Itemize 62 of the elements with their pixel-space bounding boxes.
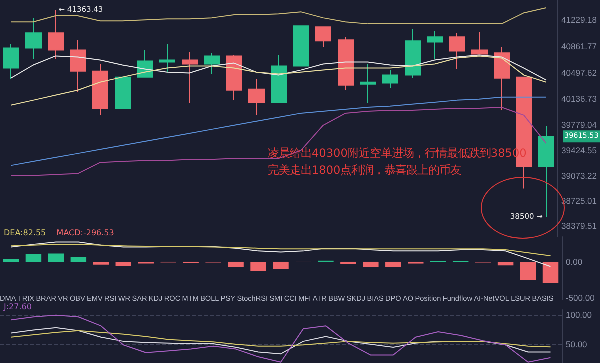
- y-tick-label: 39073.22: [562, 170, 598, 181]
- bar: [340, 262, 356, 265]
- y-tick-label: -500.00: [566, 292, 596, 303]
- line-series: [10, 314, 552, 363]
- bar: [70, 256, 87, 262]
- bar: [250, 262, 266, 271]
- y-tick-label: 100.00: [566, 310, 592, 320]
- y-tick-label: 40136.73: [562, 94, 598, 104]
- candlestick: [382, 70, 398, 89]
- y-tick-label: 41229.18: [562, 15, 598, 26]
- bar: [3, 259, 20, 262]
- y-tick-label: 0.00: [566, 256, 583, 267]
- bar: [48, 254, 64, 262]
- candlestick: [159, 44, 175, 73]
- candlestick: [494, 46, 510, 111]
- candlestick: [315, 26, 331, 48]
- y-tick-label: 50.00: [566, 340, 588, 350]
- line-series: [10, 330, 552, 348]
- annotation: 完美走出1800点利润，恭喜跟上的币友: [268, 164, 462, 177]
- line-series: [10, 106, 547, 176]
- candlestick: [248, 78, 265, 116]
- bar: [93, 262, 110, 265]
- candlestick: [471, 32, 488, 55]
- line-series: [10, 327, 552, 355]
- candlestick: [115, 76, 131, 109]
- candlestick: [360, 64, 376, 104]
- annotation: DEA:82.55: [4, 228, 46, 238]
- candlestick: [405, 28, 421, 79]
- y-tick-label: 40861.77: [562, 42, 598, 52]
- y-tick-label: 38379.51: [562, 220, 598, 231]
- y-tick-label: 39424.55: [562, 145, 598, 156]
- candlestick: [271, 54, 287, 104]
- bar: [116, 262, 132, 266]
- bar: [228, 262, 244, 268]
- candlestick: [226, 54, 242, 101]
- bar: [273, 262, 289, 270]
- candlestick: [48, 10, 64, 60]
- candlestick: [25, 18, 42, 60]
- line-series: [10, 56, 547, 106]
- candlestick: [3, 44, 19, 80]
- candlestick: [293, 26, 309, 67]
- candlestick: [338, 36, 354, 91]
- bar: [363, 262, 379, 268]
- bar: [542, 262, 559, 284]
- bar: [26, 254, 42, 262]
- candlestick: [182, 52, 198, 104]
- bar: [498, 262, 514, 266]
- annotation: J:27.60: [3, 302, 32, 312]
- candlestick: [538, 126, 554, 218]
- bar: [520, 262, 536, 280]
- candlestick: [427, 30, 443, 60]
- annotation: MACD:-296.53: [56, 228, 114, 238]
- bar: [386, 262, 402, 268]
- line-series: [10, 244, 552, 257]
- candlestick: [449, 32, 465, 70]
- candlestick: [204, 52, 220, 75]
- line-series: [10, 54, 547, 81]
- candlestick: [70, 40, 86, 93]
- candlestick: [92, 64, 108, 116]
- y-tick-label: 39779.04: [562, 120, 598, 130]
- y-tick-label: 40497.62: [562, 68, 598, 78]
- line-series: [10, 8, 547, 25]
